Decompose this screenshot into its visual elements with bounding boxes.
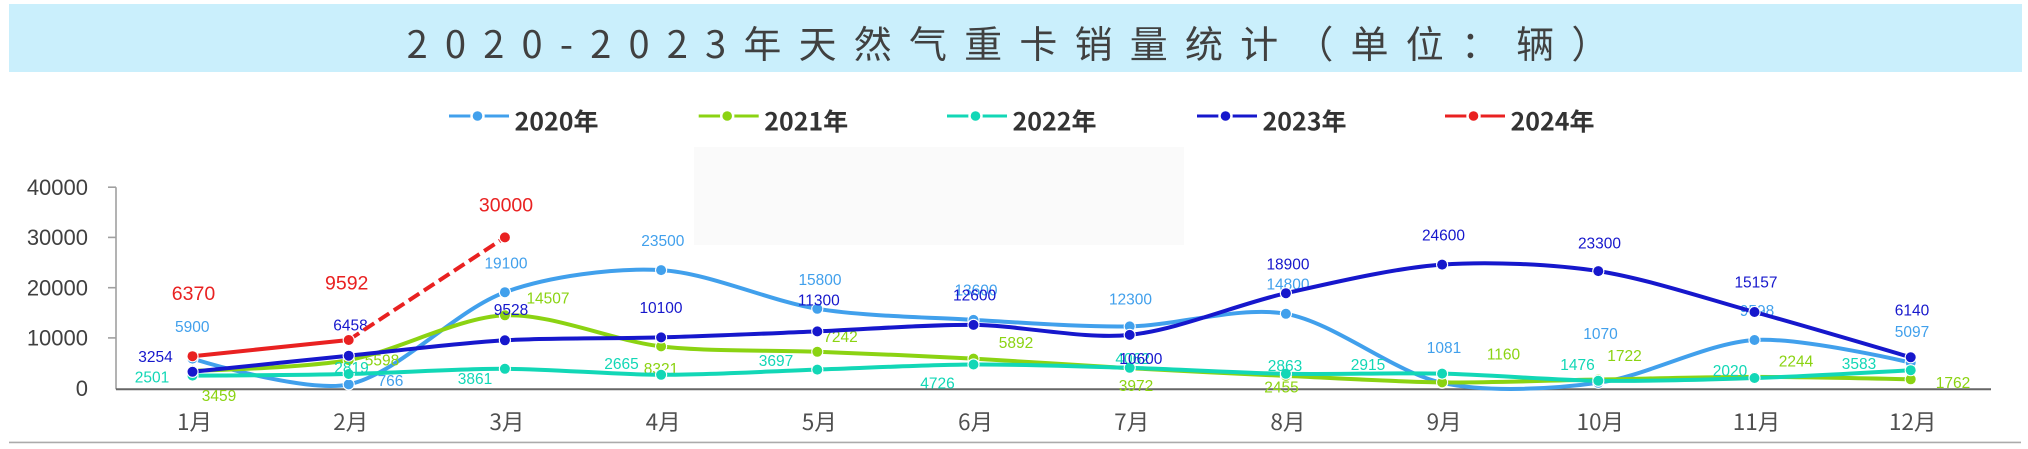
svg-text:3972: 3972 (1119, 378, 1153, 395)
svg-text:2863: 2863 (1268, 358, 1302, 375)
svg-text:14507: 14507 (526, 291, 569, 308)
svg-text:6140: 6140 (1895, 303, 1930, 320)
svg-text:5097: 5097 (1895, 324, 1929, 341)
svg-text:1476: 1476 (1560, 357, 1594, 374)
svg-text:2819: 2819 (334, 360, 368, 377)
svg-text:12600: 12600 (953, 288, 996, 305)
svg-text:2915: 2915 (1351, 357, 1385, 374)
svg-text:20000: 20000 (27, 275, 88, 300)
svg-text:5900: 5900 (175, 319, 210, 336)
svg-text:18900: 18900 (1266, 257, 1309, 274)
svg-text:3459: 3459 (202, 388, 236, 405)
svg-text:4062: 4062 (1115, 351, 1149, 368)
svg-text:1160: 1160 (1487, 347, 1521, 364)
svg-text:2665: 2665 (604, 356, 638, 373)
svg-text:6458: 6458 (333, 318, 367, 335)
svg-text:5892: 5892 (999, 335, 1033, 352)
svg-text:9528: 9528 (494, 302, 528, 319)
svg-text:11300: 11300 (798, 293, 840, 310)
svg-text:30000: 30000 (27, 225, 88, 250)
svg-text:10000: 10000 (27, 326, 88, 351)
svg-text:3861: 3861 (458, 371, 492, 388)
svg-text:24600: 24600 (1422, 228, 1465, 245)
svg-text:10100: 10100 (639, 300, 682, 317)
svg-text:10600: 10600 (1119, 351, 1162, 368)
svg-text:2244: 2244 (1779, 354, 1814, 371)
svg-text:3254: 3254 (138, 349, 173, 366)
svg-text:23300: 23300 (1578, 236, 1621, 253)
svg-text:15157: 15157 (1734, 275, 1777, 292)
svg-text:40000: 40000 (27, 175, 88, 200)
svg-text:1070: 1070 (1583, 326, 1618, 343)
svg-text:30000: 30000 (479, 195, 533, 217)
svg-text:12300: 12300 (1109, 292, 1152, 309)
svg-text:4726: 4726 (920, 376, 954, 393)
svg-text:2020: 2020 (1713, 363, 1748, 380)
svg-text:6370: 6370 (172, 283, 216, 305)
svg-text:7242: 7242 (823, 329, 857, 346)
svg-text:2455: 2455 (1264, 380, 1298, 397)
svg-text:1081: 1081 (1427, 340, 1461, 357)
svg-text:1722: 1722 (1607, 348, 1641, 365)
svg-text:2501: 2501 (135, 370, 169, 387)
svg-text:23500: 23500 (641, 233, 684, 250)
svg-text:0: 0 (76, 376, 88, 401)
svg-text:1762: 1762 (1936, 375, 1970, 392)
svg-text:766: 766 (378, 373, 404, 390)
svg-text:5598: 5598 (365, 353, 399, 370)
svg-text:15800: 15800 (798, 272, 841, 289)
svg-text:19100: 19100 (484, 256, 527, 273)
svg-text:9592: 9592 (325, 273, 368, 295)
svg-text:3697: 3697 (759, 353, 793, 370)
svg-text:3583: 3583 (1842, 356, 1876, 373)
svg-text:13600: 13600 (954, 283, 997, 300)
